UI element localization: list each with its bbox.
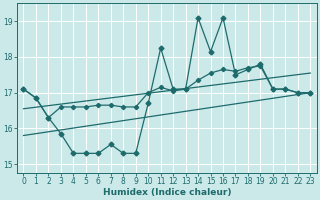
X-axis label: Humidex (Indice chaleur): Humidex (Indice chaleur) [103, 188, 231, 197]
